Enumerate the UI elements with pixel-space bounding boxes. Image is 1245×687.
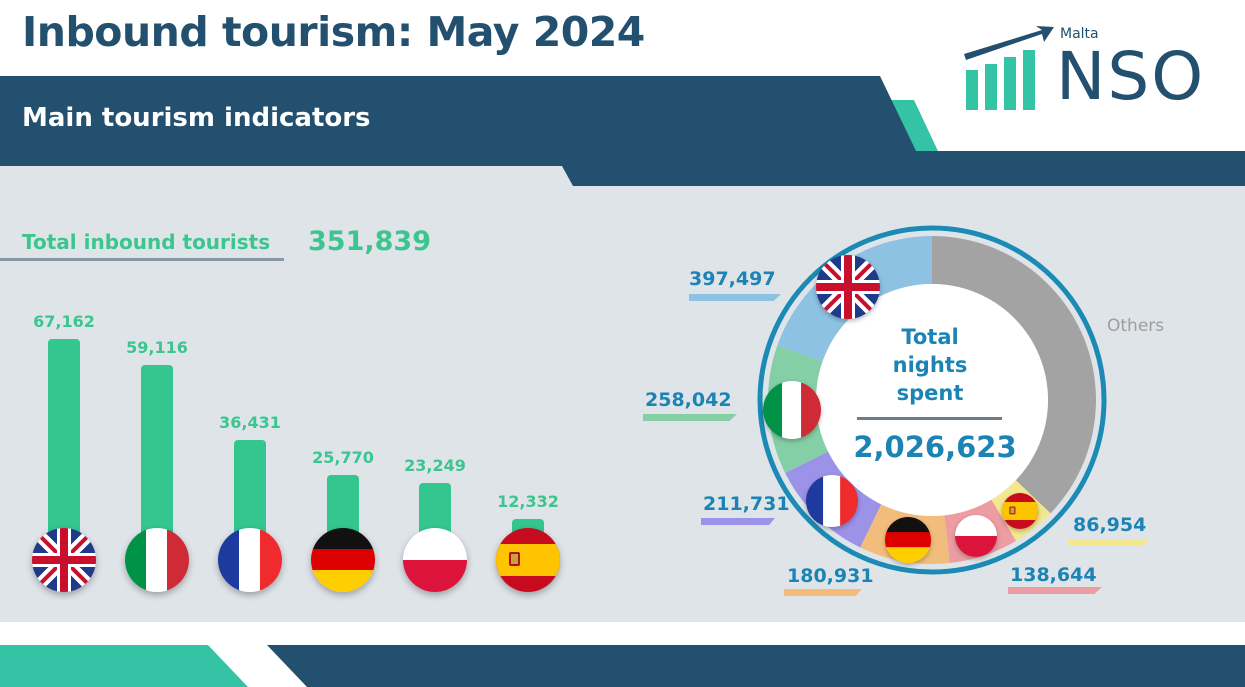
germany-flag-icon: [885, 517, 931, 563]
spain-flag-icon: [1002, 493, 1038, 529]
italy-flag-icon: [763, 381, 821, 439]
footer-teal-block: [0, 645, 248, 687]
donut-center-divider: [857, 417, 1002, 420]
bar-value-label: 59,116: [126, 338, 188, 358]
content-panel-top: [562, 166, 1245, 186]
uk-flag-icon: [32, 528, 96, 592]
donut-center-value: 2,026,623: [853, 430, 1017, 464]
donut-value-label: 211,731: [703, 493, 790, 515]
donut-value-label: 397,497: [689, 268, 776, 290]
germany-flag-icon: [311, 528, 375, 592]
donut-label-underline: [1008, 587, 1102, 594]
bar-value-label: 36,431: [219, 413, 281, 433]
spain-flag-icon: [496, 528, 560, 592]
poland-flag-icon: [955, 515, 997, 557]
donut-value-label: 258,042: [645, 389, 732, 411]
others-label: Others: [1107, 316, 1165, 336]
france-flag-icon: [806, 475, 858, 527]
total-tourists-underline: [0, 258, 284, 261]
bar-value-label: 12,332: [497, 492, 559, 512]
bar-value-label: 25,770: [312, 448, 374, 468]
logo-nso-text: NSO: [1056, 38, 1206, 115]
nso-logo: Malta NSO: [960, 20, 1230, 120]
total-tourists-value: 351,839: [308, 226, 431, 257]
logo-malta-text: Malta: [1060, 26, 1099, 42]
donut-label-underline: [689, 294, 781, 301]
uk-flag-icon: [816, 255, 880, 319]
bar-value-label: 23,249: [404, 456, 466, 476]
donut-value-label: 86,954: [1073, 514, 1147, 536]
bar-value-label: 67,162: [33, 312, 95, 331]
page-title: Inbound tourism: May 2024: [22, 8, 645, 56]
poland-flag-icon: [403, 528, 467, 592]
bar-1: [141, 365, 173, 560]
donut-label-underline: [643, 414, 737, 421]
donut-label-underline: [1068, 539, 1150, 546]
donut-value-label: 138,644: [1010, 564, 1097, 586]
nso-logo-mark: [964, 26, 1054, 110]
donut-label-underline: [784, 589, 862, 596]
france-flag-icon: [218, 528, 282, 592]
total-tourists-label: Total inbound tourists: [22, 230, 271, 254]
header-band: [0, 76, 1245, 186]
section-subtitle: Main tourism indicators: [22, 103, 371, 133]
donut-value-label: 180,931: [787, 565, 874, 587]
donut-label-underline: [701, 518, 775, 525]
italy-flag-icon: [125, 528, 189, 592]
bar-0: [48, 339, 80, 560]
footer-navy-block: [267, 645, 1245, 687]
donut-center-title: Total nights spent: [892, 325, 968, 405]
